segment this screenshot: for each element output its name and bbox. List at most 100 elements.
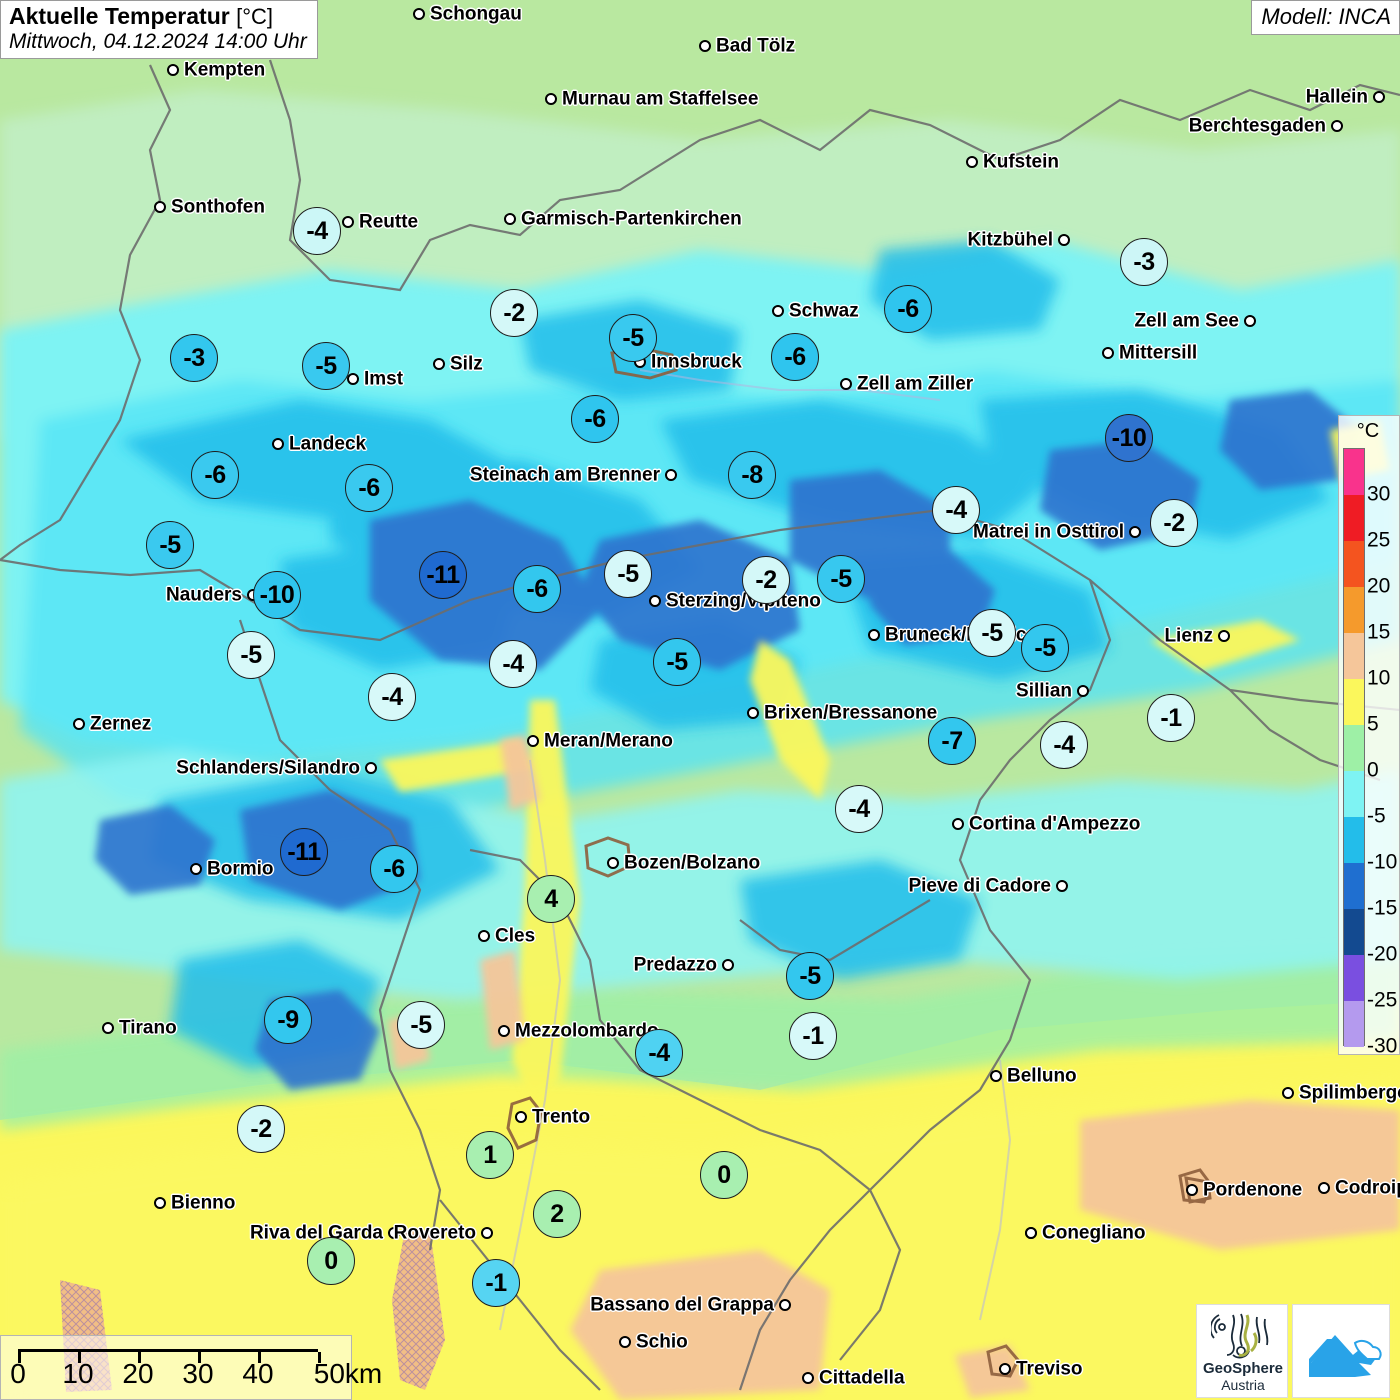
- city-label: Silz: [450, 353, 483, 375]
- colorbar-tick-label: -15: [1367, 896, 1398, 920]
- city-dot-icon: [999, 1363, 1011, 1375]
- city-dot-icon: [1318, 1182, 1330, 1194]
- city-dot-icon: [433, 358, 445, 370]
- city-dot-icon: [504, 213, 516, 225]
- city-dot-icon: [649, 595, 661, 607]
- temperature-value-bubble: -2: [490, 289, 538, 337]
- city-label: Murnau am Staffelsee: [562, 88, 759, 110]
- scale-bar-label: 40: [242, 1358, 274, 1389]
- colorbar-tick-label: -25: [1367, 988, 1398, 1012]
- temperature-value-bubble: -5: [968, 609, 1016, 657]
- scale-bar-label: 10: [62, 1358, 94, 1389]
- temperature-value-bubble: -9: [264, 996, 312, 1044]
- temperature-value-bubble: -5: [604, 550, 652, 598]
- city-dot-icon: [73, 718, 85, 730]
- city-dot-icon: [342, 216, 354, 228]
- title-datetime: Mittwoch, 04.12.2024 14:00 Uhr: [9, 29, 307, 53]
- temperature-value-bubble: -3: [170, 334, 218, 382]
- city-label: Landeck: [289, 433, 367, 455]
- geosphere-logo-line2: Austria: [1221, 1377, 1265, 1393]
- temperature-value-bubble: -4: [489, 640, 537, 688]
- city-dot-icon: [779, 1299, 791, 1311]
- city-dot-icon: [1129, 526, 1141, 538]
- city-label: Spilimbergo: [1299, 1082, 1400, 1104]
- city-dot-icon: [1102, 347, 1114, 359]
- city-label: Matrei in Osttirol: [973, 521, 1124, 543]
- city-dot-icon: [1056, 880, 1068, 892]
- city-label: Hallein: [1305, 86, 1368, 108]
- geosphere-mark-icon: [1211, 1313, 1269, 1359]
- colorbar-tick-label: -30: [1367, 1034, 1398, 1058]
- colorbar-cell: [1344, 909, 1364, 955]
- colorbar-cell: [1344, 771, 1364, 817]
- city-label: Schongau: [430, 3, 522, 25]
- temperature-value-bubble: -6: [370, 845, 418, 893]
- city-dot-icon: [1186, 1184, 1198, 1196]
- temperature-value-bubble: 4: [527, 875, 575, 923]
- city-label: Brixen/Bressanone: [764, 702, 938, 724]
- temperature-value-bubble: -1: [789, 1012, 837, 1060]
- city-label: Imst: [364, 368, 404, 390]
- city-label: Bozen/Bolzano: [624, 852, 761, 874]
- city-dot-icon: [1058, 234, 1070, 246]
- city-dot-icon: [154, 1197, 166, 1209]
- city-dot-icon: [167, 64, 179, 76]
- city-dot-icon: [699, 40, 711, 52]
- temperature-value-bubble: -5: [786, 952, 834, 1000]
- temperature-value-bubble: -2: [1150, 499, 1198, 547]
- temperature-value-bubble: -4: [368, 673, 416, 721]
- city-label: Bormio: [207, 858, 274, 880]
- temperature-value-bubble: 0: [307, 1237, 355, 1285]
- city-label: Kufstein: [983, 151, 1059, 173]
- city-dot-icon: [413, 8, 425, 20]
- city-dot-icon: [990, 1070, 1002, 1082]
- colorbar-tick-label: 15: [1367, 620, 1391, 644]
- scale-bar: 0 10 20 30 40 50km: [0, 1335, 382, 1400]
- temperature-value-bubble: -2: [742, 556, 790, 604]
- temperature-value-bubble: -5: [1021, 624, 1069, 672]
- temperature-value-bubble: -6: [513, 565, 561, 613]
- temperature-value-bubble: -5: [609, 314, 657, 362]
- city-dot-icon: [498, 1025, 510, 1037]
- page-title: Aktuelle Temperatur [°C]: [9, 3, 307, 30]
- temperature-value-bubble: 2: [533, 1190, 581, 1238]
- city-label: Meran/Merano: [544, 730, 673, 752]
- colorbar-tick-label: -5: [1367, 804, 1386, 828]
- city-dot-icon: [747, 707, 759, 719]
- mountain-peak-icon: [1309, 1335, 1382, 1377]
- temperature-value-bubble: -4: [1040, 721, 1088, 769]
- city-dot-icon: [190, 863, 202, 875]
- city-dot-icon: [1244, 315, 1256, 327]
- city-dot-icon: [388, 1227, 400, 1239]
- city-dot-icon: [545, 93, 557, 105]
- city-label: Coneglian: [1042, 1222, 1134, 1244]
- city-dot-icon: [481, 1227, 493, 1239]
- colorbar-tick-label: -20: [1367, 942, 1398, 966]
- temperature-value-bubble: -4: [635, 1029, 683, 1077]
- temperature-value-bubble: -6: [345, 464, 393, 512]
- scale-bar-tick: [318, 1352, 321, 1363]
- city-dot-icon: [1331, 120, 1343, 132]
- city-label: Kitzbühel: [967, 229, 1054, 251]
- city-label: Belluno: [1007, 1065, 1077, 1087]
- colorbar-cell: [1344, 633, 1364, 679]
- temperature-value-bubble: -1: [472, 1259, 520, 1307]
- temperature-value-bubble: -6: [191, 451, 239, 499]
- colorbar-cell: [1344, 541, 1364, 587]
- temperature-value-bubble: -8: [728, 451, 776, 499]
- colorbar-tick-label: 25: [1367, 528, 1391, 552]
- scale-bar-label: 0: [10, 1358, 26, 1389]
- temperature-value-bubble: -4: [932, 486, 980, 534]
- city-label: Berchtesgaden: [1188, 115, 1326, 137]
- city-dot-icon: [1025, 1227, 1037, 1239]
- scale-bar-tick: [18, 1352, 21, 1363]
- temperature-value-bubble: -2: [237, 1105, 285, 1153]
- city-label: Zell am See: [1134, 310, 1239, 332]
- scale-bar-label: 30: [182, 1358, 214, 1389]
- temperature-value-bubble: -3: [1120, 238, 1168, 286]
- geosphere-logo-line1: GeoSphere: [1202, 1360, 1284, 1377]
- city-label: Bad Tölz: [716, 35, 796, 57]
- city-label: Pordenone: [1203, 1179, 1303, 1201]
- temperature-value-bubble: -1: [1147, 694, 1195, 742]
